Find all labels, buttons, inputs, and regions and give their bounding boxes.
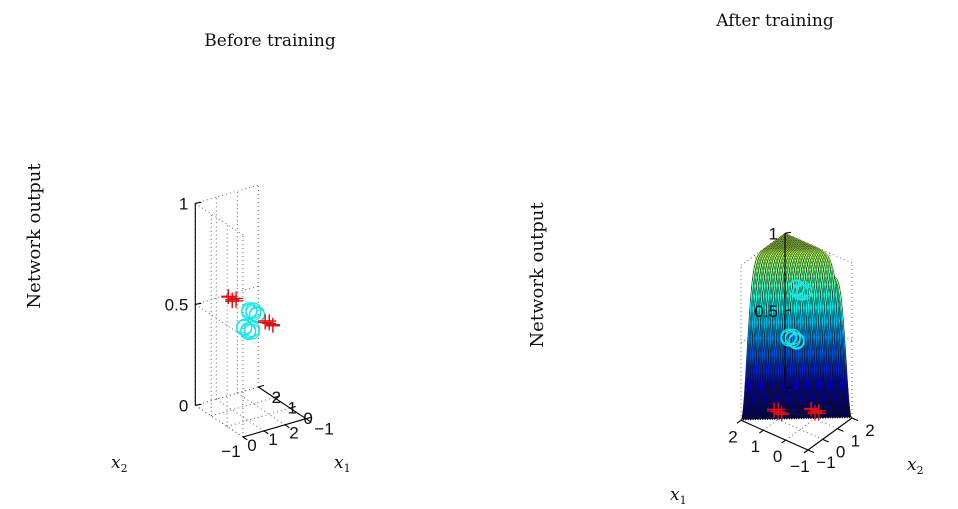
circle-marker: [784, 331, 801, 348]
x-tick-label: −1: [221, 442, 240, 461]
z-tick-mark: [195, 403, 202, 406]
x-tick-mark: [284, 424, 290, 429]
grid-line: [195, 202, 244, 236]
zlabel-after: Network output: [527, 202, 548, 348]
grid-line: [755, 409, 823, 440]
y-tick-mark: [289, 405, 296, 409]
y-tick-mark: [837, 428, 844, 432]
circle-marker: [236, 319, 253, 337]
y-axis-line: [807, 417, 853, 451]
z-tick-label: 0: [179, 396, 188, 415]
x-tick-label: 0: [247, 436, 256, 455]
plus-marker: [811, 406, 826, 421]
grid-line: [195, 404, 244, 438]
plus-marker: [767, 402, 782, 417]
y-tick-label: −1: [314, 420, 333, 439]
plus-marker: [229, 293, 244, 308]
x-tick-label: 1: [751, 437, 760, 456]
x-tick-label: 2: [728, 427, 737, 446]
y-tick-label: −1: [816, 453, 835, 472]
z-tick-mark: [195, 201, 202, 204]
x-tick-mark: [759, 429, 764, 434]
grid-line: [216, 398, 265, 432]
circle-marker: [780, 328, 797, 345]
markers-before: [221, 289, 280, 341]
y-tick-label: 1: [287, 399, 296, 418]
circle-marker: [241, 302, 258, 319]
z-tick-mark: [784, 231, 792, 234]
x-axis-line: [740, 419, 809, 451]
z-tick-mark: [784, 386, 792, 389]
grid-line: [195, 386, 259, 406]
plus-marker: [265, 318, 280, 333]
plus-marker: [258, 313, 273, 328]
z-tick-label: 0.5: [754, 302, 778, 321]
title-before: Before training: [204, 31, 336, 51]
x-tick-mark: [736, 419, 742, 424]
axes-after: [736, 231, 859, 454]
x-tick-label: 0: [773, 447, 782, 466]
y-tick-label: 1: [851, 432, 860, 451]
axes-before: [194, 201, 312, 441]
xlabel-after: x1: [670, 485, 687, 507]
title-after: After training: [715, 11, 834, 31]
x-tick-mark: [803, 449, 809, 454]
plus-marker: [221, 290, 236, 305]
zlabel-before: Network output: [24, 163, 45, 309]
z-tick-label: 1: [179, 194, 188, 213]
grid-line: [195, 285, 259, 305]
x-tick-mark: [305, 418, 311, 423]
grid-line: [195, 303, 244, 337]
y-tick-label: 0: [303, 409, 312, 428]
circle-marker: [788, 333, 805, 350]
z-tick-label: 0: [769, 379, 778, 398]
y-tick-label: 2: [865, 421, 874, 440]
y-tick-mark: [274, 395, 281, 399]
y-tick-mark: [258, 384, 265, 388]
grid-line: [237, 392, 286, 426]
surface-after: [740, 233, 853, 421]
y-tick-label: 2: [272, 388, 281, 407]
x-tick-label: −1: [790, 457, 809, 476]
y-tick-mark: [305, 416, 312, 420]
circle-marker: [245, 304, 262, 322]
x-tick-mark: [781, 439, 786, 444]
grid-line: [211, 397, 275, 417]
x-axis-line: [242, 418, 307, 438]
z-tick-label: 1: [769, 224, 778, 243]
circle-marker: [243, 323, 261, 340]
y-tick-mark: [851, 417, 859, 422]
x-tick-label: 2: [289, 424, 298, 443]
ylabel-after: x2: [907, 455, 924, 477]
x-tick-label: 1: [268, 430, 277, 449]
x-tick-mark: [263, 430, 269, 435]
surface-patch: [849, 414, 853, 419]
x-tick-mark: [242, 436, 248, 441]
y-tick-label: 0: [836, 442, 845, 461]
z-tick-label: 0.5: [165, 295, 189, 314]
xlabel-before: x1: [334, 453, 351, 475]
z-tick-mark: [195, 302, 202, 305]
circle-marker: [788, 280, 805, 297]
y-tick-mark: [822, 438, 829, 443]
z-tick-mark: [784, 309, 792, 312]
y-tick-mark: [807, 449, 815, 454]
markers-after: [767, 279, 826, 422]
plus-marker: [804, 402, 819, 417]
grid-line: [226, 407, 291, 427]
circle-marker: [796, 284, 813, 301]
y-axis-line: [257, 386, 307, 420]
circle-marker: [240, 323, 257, 341]
grid-line: [195, 184, 259, 204]
ylabel-before: x2: [111, 453, 128, 475]
plus-marker: [774, 407, 789, 422]
